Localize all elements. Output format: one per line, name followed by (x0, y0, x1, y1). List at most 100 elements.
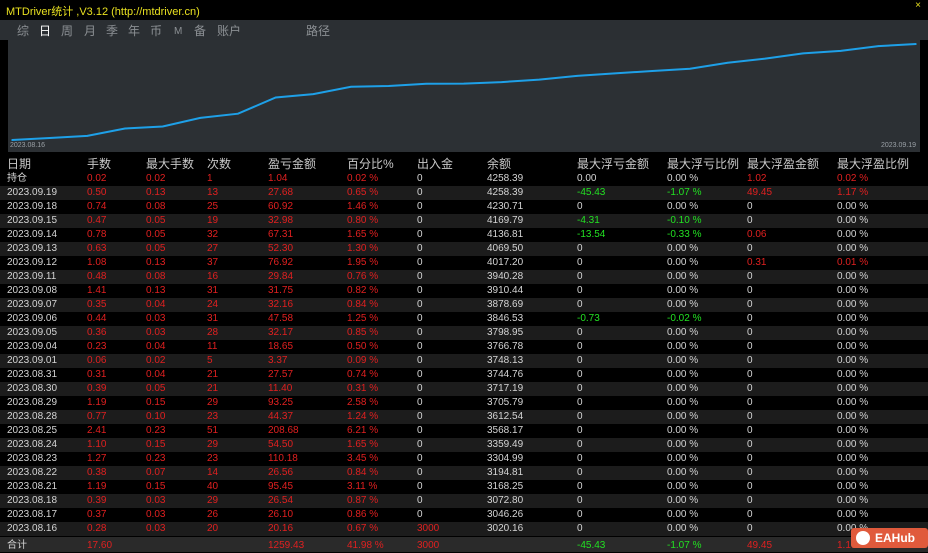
balance-point (689, 67, 691, 70)
balance-point (839, 50, 842, 52)
table-row[interactable]: 2023.08.28 0.77 0.10 23 44.37 1.24 % 0 3612.54 0… (0, 410, 928, 424)
cell-balance: 4258.39 (487, 187, 524, 198)
cell-lots: 0.39 (87, 383, 107, 394)
close-icon[interactable]: × (915, 0, 921, 11)
cell-max-float-loss: 0 (577, 299, 583, 310)
tab-summary[interactable]: 综 (17, 24, 30, 38)
table-row[interactable]: 2023.08.25 2.41 0.23 51 208.68 6.21 % 0 3568.17… (0, 424, 928, 438)
cell-date: 2023.08.22 (7, 467, 58, 478)
cell-pct: 1.65 % (347, 439, 379, 450)
cell-max-float-loss: 0 (577, 243, 583, 254)
cell-pnl: 44.37 (268, 411, 294, 422)
table-row[interactable]: 2023.08.21 1.19 0.15 40 95.45 3.11 % 0 3168.25 0… (0, 480, 928, 494)
cell-max-lots: 0.05 (146, 215, 166, 226)
cell-max-float-profit: 0 (747, 383, 753, 394)
cell-lots: 1.19 (87, 397, 107, 408)
col-pct[interactable]: 百分比% (347, 157, 394, 171)
cell-max-float-loss: 0.00 (577, 173, 597, 184)
cell-balance: 3046.26 (487, 509, 524, 520)
col-lots[interactable]: 手数 (87, 157, 112, 171)
cell-pnl: 11.40 (268, 383, 293, 394)
col-count[interactable]: 次数 (207, 157, 232, 171)
table-row[interactable]: 2023.08.31 0.31 0.04 21 27.57 0.74 % 0 3744.76 0… (0, 368, 928, 382)
cell-max-float-profit-pct: 0.00 % (837, 397, 869, 408)
table-row[interactable]: 2023.09.13 0.63 0.05 27 52.30 1.30 % 0 4069.50 0… (0, 242, 928, 256)
tab-day[interactable]: 日 (39, 24, 52, 38)
cell-io: 0 (417, 257, 423, 268)
cell-lots: 0.78 (87, 229, 107, 240)
table-row[interactable]: 2023.09.07 0.35 0.04 24 32.16 0.84 % 0 3878.69 0… (0, 298, 928, 312)
table-row[interactable]: 2023.09.05 0.36 0.03 28 32.17 0.85 % 0 3798.95 0… (0, 326, 928, 340)
table-row[interactable]: 持仓 0.02 0.02 1 1.04 0.02 % 0 4258.39 0.00 0.00 % 1… (0, 172, 928, 186)
table-row[interactable]: 2023.09.14 0.78 0.05 32 67.31 1.65 % 0 4136.81 -… (0, 228, 928, 242)
cell-max-float-loss-pct: 0.00 % (667, 173, 699, 184)
table-row[interactable]: 2023.08.29 1.19 0.15 29 93.25 2.58 % 0 3705.79 0… (0, 396, 928, 410)
table-row[interactable]: 2023.08.18 0.39 0.03 29 26.54 0.87 % 0 3072.80 0… (0, 494, 928, 508)
table-row[interactable]: 2023.08.22 0.38 0.07 14 26.56 0.84 % 0 3194.81 0… (0, 466, 928, 480)
table-row[interactable]: 2023.08.16 0.28 0.03 20 20.16 0.67 % 3000 3020.… (0, 522, 928, 536)
table-row[interactable]: 2023.09.11 0.48 0.08 16 29.84 0.76 % 0 3940.28 0… (0, 270, 928, 284)
balance-point (387, 85, 390, 87)
cell-max-float-loss: 0 (577, 439, 583, 450)
table-row[interactable]: 2023.09.06 0.44 0.03 31 47.58 1.25 % 0 3846.53 -… (0, 312, 928, 326)
table-row[interactable]: 2023.08.17 0.37 0.03 26 26.10 0.86 % 0 3046.26 0… (0, 508, 928, 522)
table-row[interactable]: 2023.09.19 0.50 0.13 13 27.68 0.65 % 0 4258.39 -… (0, 186, 928, 200)
cell-max-lots: 0.15 (146, 481, 166, 492)
table-row[interactable]: 2023.09.18 0.74 0.08 25 60.92 1.46 % 0 4230.71 0… (0, 200, 928, 214)
tab-year[interactable]: 年 (128, 24, 141, 38)
cell-max-float-profit-pct: 0.00 % (837, 201, 869, 212)
cell-pct: 1.30 % (347, 243, 379, 254)
cell-lots: 2.41 (87, 425, 107, 436)
cell-count: 23 (207, 453, 219, 464)
cell-io: 0 (417, 243, 423, 254)
tab-account[interactable]: 账户 (217, 24, 242, 38)
col-balance[interactable]: 余额 (487, 157, 512, 171)
table-row[interactable]: 2023.09.12 1.08 0.13 37 76.92 1.95 % 0 4017.20 0… (0, 256, 928, 270)
cell-pnl: 26.54 (268, 495, 294, 506)
col-io[interactable]: 出入金 (417, 157, 454, 171)
cell-max-float-profit-pct: 1.17 % (837, 187, 869, 198)
tab-quarter[interactable]: 季 (106, 24, 119, 38)
tab-note[interactable]: 备 (194, 24, 207, 38)
cell-lots: 0.39 (87, 495, 107, 506)
table-row[interactable]: 2023.08.30 0.39 0.05 21 11.40 0.31 % 0 3717.19 0… (0, 382, 928, 396)
table-row[interactable]: 2023.09.01 0.06 0.02 5 3.37 0.09 % 0 3748.13 0 0.… (0, 354, 928, 368)
cell-date: 2023.09.13 (7, 243, 58, 254)
cell-pct: 0.85 % (347, 327, 379, 338)
cell-max-float-loss-pct: 0.00 % (667, 299, 699, 310)
table-row[interactable]: 2023.08.23 1.27 0.23 23 110.18 3.45 % 0 3304.99… (0, 452, 928, 466)
table-row[interactable]: 2023.09.08 1.41 0.13 31 31.75 0.82 % 0 3910.44 0… (0, 284, 928, 298)
cell-date: 2023.08.16 (7, 523, 58, 534)
cell-balance: 4069.50 (487, 243, 524, 254)
table-row[interactable]: 2023.08.24 1.10 0.15 29 54.50 1.65 % 0 3359.49 0… (0, 438, 928, 452)
col-date[interactable]: 日期 (7, 157, 32, 171)
cell-count: 14 (207, 467, 219, 478)
tab-month[interactable]: 月 (84, 24, 97, 38)
tab-path[interactable]: 路径 (306, 24, 331, 38)
cell-max-lots: 0.05 (146, 243, 166, 254)
cell-pct: 6.21 % (347, 425, 379, 436)
cell-pnl: 93.25 (268, 397, 294, 408)
cell-date: 2023.08.24 (7, 439, 58, 450)
table-row[interactable]: 2023.09.04 0.23 0.04 11 18.65 0.50 % 0 3766.78 0… (0, 340, 928, 354)
col-max-float-profit[interactable]: 最大浮盈金额 (747, 157, 820, 171)
cell-count: 19 (207, 215, 219, 226)
cell-max-float-loss-pct: 0.00 % (667, 341, 699, 352)
cell-max-float-loss: 0 (577, 341, 583, 352)
balance-point (651, 70, 654, 72)
cell-date: 2023.09.14 (7, 229, 58, 240)
tab-magic[interactable]: M (174, 26, 183, 37)
col-max-lots[interactable]: 最大手数 (146, 157, 195, 171)
col-max-float-profit-pct[interactable]: 最大浮盈比例 (837, 157, 910, 171)
cell-max-float-profit: 0 (747, 439, 753, 450)
cell-max-float-profit: 0 (747, 397, 753, 408)
tab-currency[interactable]: 币 (150, 24, 163, 38)
tab-week[interactable]: 周 (61, 24, 74, 38)
col-max-float-loss-pct[interactable]: 最大浮亏比例 (667, 157, 740, 171)
cell-pnl: 54.50 (268, 439, 294, 450)
table-row[interactable]: 2023.09.15 0.47 0.05 19 32.98 0.80 % 0 4169.79 -… (0, 214, 928, 228)
col-pnl[interactable]: 盈亏金额 (268, 157, 317, 171)
cell-lots: 0.23 (87, 341, 107, 352)
cell-pct: 0.02 % (347, 173, 379, 184)
col-max-float-loss[interactable]: 最大浮亏金额 (577, 157, 650, 171)
